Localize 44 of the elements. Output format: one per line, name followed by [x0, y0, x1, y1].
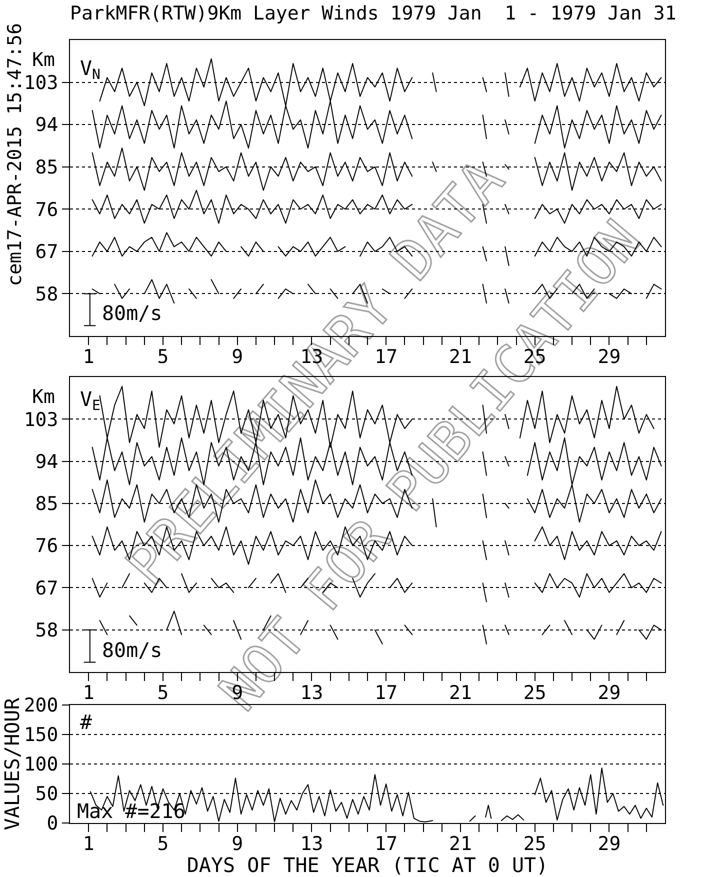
y-tick-label: 85 [35, 493, 58, 516]
y-tick-label: 94 [35, 114, 58, 136]
annotation: # [80, 710, 92, 734]
x-tick-label: 1 [82, 832, 94, 855]
x-tick-label: 25 [523, 682, 546, 704]
x-tick-label: 5 [157, 682, 169, 704]
y-tick-label: 58 [35, 620, 58, 642]
x-tick-label: 13 [300, 832, 324, 855]
x-tick-label: 25 [523, 832, 546, 855]
x-tick-label: 17 [374, 682, 398, 704]
y-tick-label: 0 [46, 812, 58, 835]
x-tick-label: 21 [449, 832, 472, 855]
y-tick-label: 58 [35, 283, 58, 306]
y-tick-label: 76 [35, 198, 58, 221]
x-tick-label: 29 [598, 832, 621, 855]
y-axis-title: VALUES/HOUR [0, 696, 24, 830]
y-tick-label: 67 [35, 577, 58, 600]
x-tick-label: 1 [82, 346, 94, 368]
y-tick-label: 103 [24, 72, 58, 94]
y-tick-label: 67 [35, 241, 58, 264]
annotation: V$_{N}$ [80, 56, 100, 84]
y-tick-label: 103 [24, 408, 58, 431]
y-tick-label: 100 [24, 754, 58, 776]
y-tick-label: 85 [35, 156, 58, 178]
y-tick-label: 76 [35, 535, 58, 558]
y-axis-title: Km [32, 49, 55, 71]
y-tick-label: 150 [24, 724, 58, 746]
x-tick-label: 13 [300, 682, 324, 704]
x-tick-label: 9 [232, 832, 244, 855]
x-tick-label: 5 [157, 832, 169, 855]
y-axis-title: Km [32, 386, 55, 408]
x-tick-label: 17 [374, 832, 398, 855]
chart-title: ParkMFR(RTW)9Km Layer Winds 1979 Jan 1 - 1979 Jan 31 [70, 2, 676, 25]
x-axis-title: DAYS OF THE YEAR (TIC AT 0 UT) [186, 853, 548, 877]
annotation: Max #=216 [77, 799, 186, 823]
y-tick-label: 200 [24, 694, 58, 717]
x-tick-label: 1 [82, 682, 94, 704]
x-tick-label: 21 [449, 682, 472, 704]
y-tick-label: 94 [35, 450, 58, 473]
y-tick-label: 50 [35, 783, 58, 806]
x-tick-label: 29 [598, 682, 621, 704]
annotation: V$_{E}$ [80, 387, 100, 414]
text: cem17-APR-2015 15:47:56 [4, 23, 26, 286]
annotation: 80m/s [102, 638, 162, 662]
